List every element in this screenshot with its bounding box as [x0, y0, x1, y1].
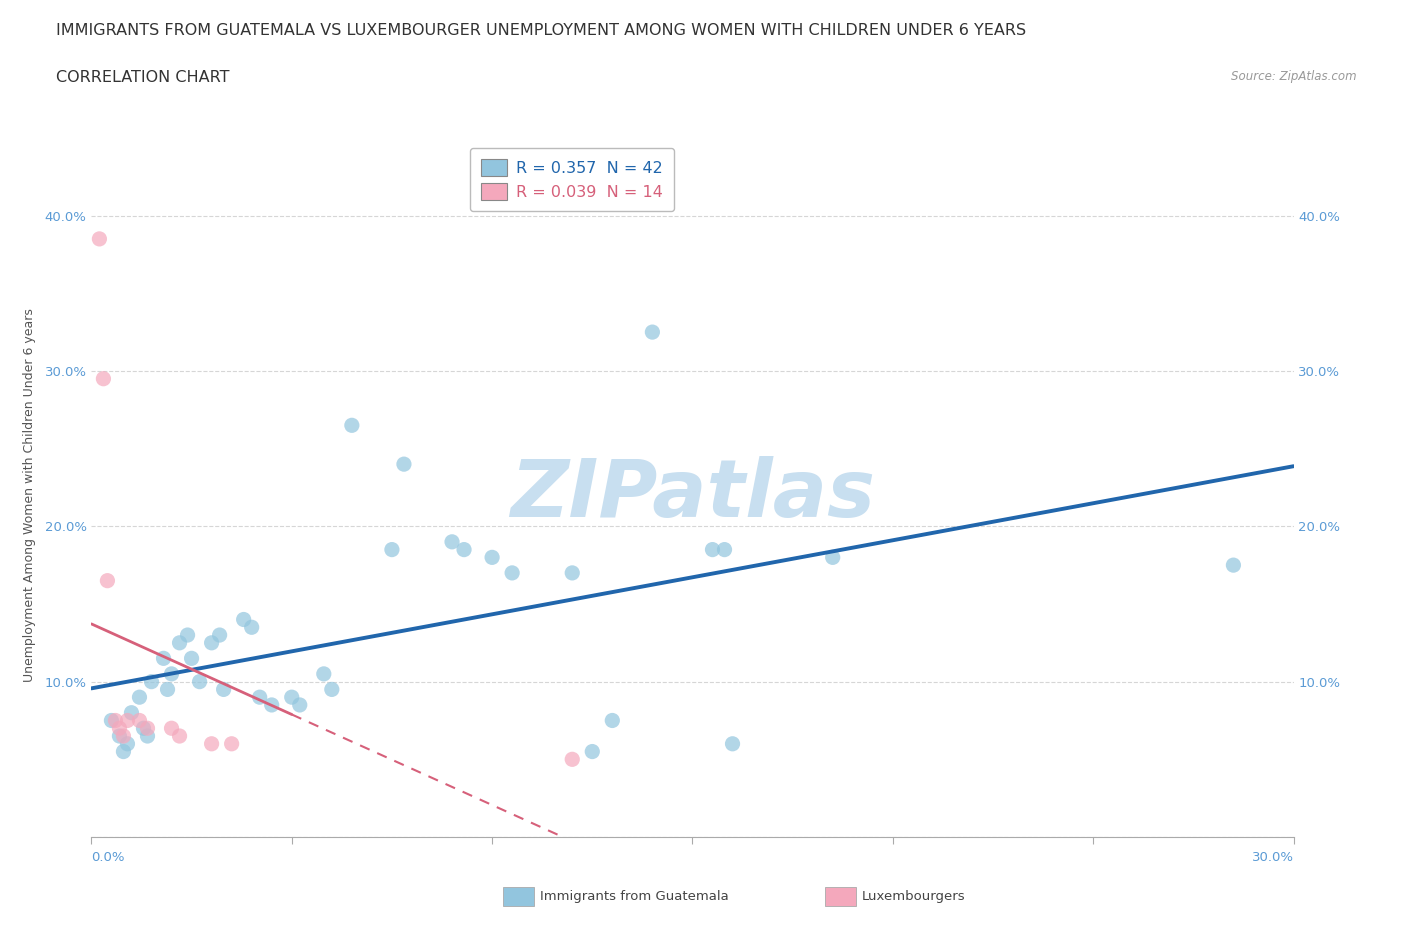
Point	[501, 565, 523, 580]
Point	[821, 550, 844, 565]
Point	[152, 651, 174, 666]
Point	[381, 542, 404, 557]
Point	[561, 565, 583, 580]
Point	[281, 690, 304, 705]
Point	[180, 651, 202, 666]
Point	[702, 542, 724, 557]
Point	[240, 619, 263, 634]
Text: Source: ZipAtlas.com: Source: ZipAtlas.com	[1232, 70, 1357, 83]
Point	[188, 674, 211, 689]
Point	[201, 737, 224, 751]
Point	[169, 728, 191, 743]
Point	[96, 573, 118, 588]
Point	[176, 628, 198, 643]
Point	[340, 418, 363, 432]
Point	[201, 635, 224, 650]
Point	[453, 542, 475, 557]
Point	[713, 542, 735, 557]
Point	[104, 713, 127, 728]
Point	[602, 713, 624, 728]
Point	[212, 682, 235, 697]
Point	[481, 550, 503, 565]
Point	[108, 721, 131, 736]
Legend: R = 0.357  N = 42, R = 0.039  N = 14: R = 0.357 N = 42, R = 0.039 N = 14	[470, 148, 675, 211]
Point	[721, 737, 744, 751]
Point	[108, 728, 131, 743]
Point	[121, 705, 143, 720]
Point	[117, 713, 139, 728]
Point	[561, 751, 583, 766]
Point	[169, 635, 191, 650]
Point	[321, 682, 343, 697]
Text: CORRELATION CHART: CORRELATION CHART	[56, 70, 229, 85]
Point	[392, 457, 415, 472]
Point	[260, 698, 283, 712]
Point	[581, 744, 603, 759]
Point	[156, 682, 179, 697]
Point	[160, 721, 183, 736]
Y-axis label: Unemployment Among Women with Children Under 6 years: Unemployment Among Women with Children U…	[22, 308, 37, 683]
Point	[112, 744, 135, 759]
Point	[128, 713, 150, 728]
Text: ZIPatlas: ZIPatlas	[510, 457, 875, 534]
Point	[132, 721, 155, 736]
Point	[136, 728, 159, 743]
Point	[117, 737, 139, 751]
Point	[221, 737, 243, 751]
Point	[160, 667, 183, 682]
Point	[288, 698, 311, 712]
Point	[232, 612, 254, 627]
Point	[100, 713, 122, 728]
Point	[641, 325, 664, 339]
Point	[312, 667, 335, 682]
Point	[93, 371, 115, 386]
Point	[112, 728, 135, 743]
Point	[89, 232, 111, 246]
Text: IMMIGRANTS FROM GUATEMALA VS LUXEMBOURGER UNEMPLOYMENT AMONG WOMEN WITH CHILDREN: IMMIGRANTS FROM GUATEMALA VS LUXEMBOURGE…	[56, 23, 1026, 38]
Point	[440, 535, 463, 550]
Point	[249, 690, 271, 705]
Point	[141, 674, 163, 689]
Text: 30.0%: 30.0%	[1251, 851, 1294, 864]
Text: 0.0%: 0.0%	[91, 851, 125, 864]
Point	[208, 628, 231, 643]
Point	[136, 721, 159, 736]
Text: Luxembourgers: Luxembourgers	[862, 890, 966, 903]
Point	[128, 690, 150, 705]
Point	[1222, 558, 1244, 573]
Text: Immigrants from Guatemala: Immigrants from Guatemala	[540, 890, 728, 903]
